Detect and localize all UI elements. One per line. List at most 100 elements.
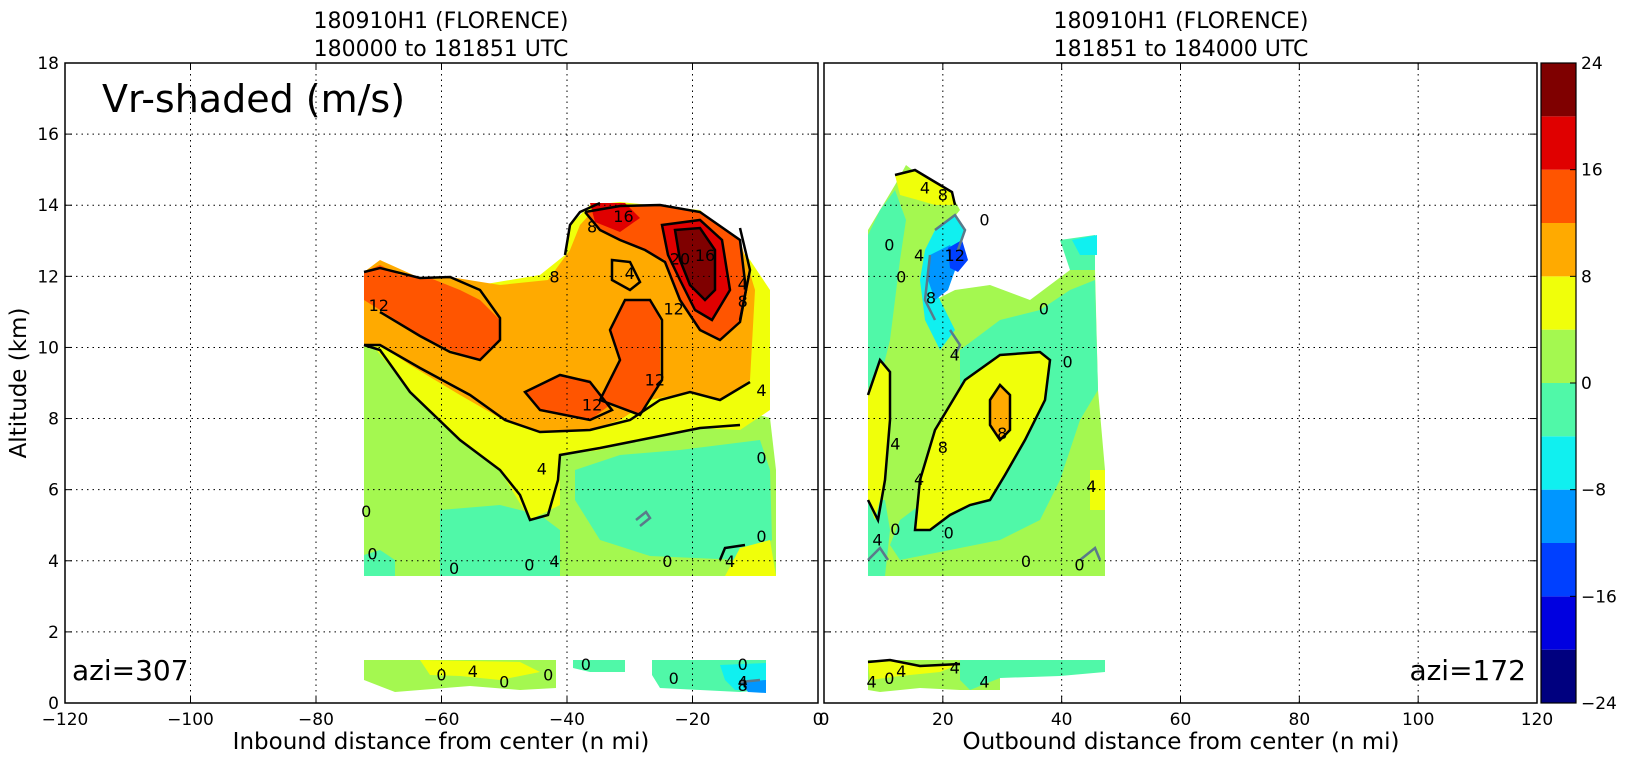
contour-label: 12 <box>663 299 683 318</box>
contour-label: 4 <box>756 381 766 400</box>
contour-label: 0 <box>449 559 459 578</box>
colorbar-swatch <box>1541 329 1576 383</box>
contour-label: 0 <box>979 210 989 229</box>
left-shaded-field <box>363 201 776 693</box>
vr-region-20-to-24 <box>675 228 715 300</box>
colorbar-tick-label: −24 <box>1581 694 1617 714</box>
contour-label: 12 <box>645 370 665 389</box>
y-tick-label: 6 <box>48 481 59 501</box>
right-title-line2: 181851 to 184000 UTC <box>1054 37 1309 62</box>
contour-label: 0 <box>669 669 679 688</box>
vr-region-4-to-8 <box>915 352 1050 530</box>
x-tick-label: −120 <box>42 710 89 730</box>
left-axis-ticks: −120 −100 −80 −60 −40 −20 0 0 2 4 6 8 10 12 14 16 18 <box>37 54 823 730</box>
contour-label: 4 <box>468 662 478 681</box>
contour-label: 0 <box>1039 299 1049 318</box>
x-tick-label: 40 <box>1051 710 1073 730</box>
contour-label: 8 <box>549 267 559 286</box>
colorbar-swatch <box>1541 63 1576 117</box>
colorbar-swatch <box>1541 383 1576 437</box>
contour-label: 0 <box>367 545 377 564</box>
left-title-line2: 180000 to 181851 UTC <box>314 37 569 62</box>
contour-label: 4 <box>738 673 748 692</box>
contour-label: 0 <box>524 555 534 574</box>
contour-label: 0 <box>361 502 371 521</box>
contour-label: 0 <box>1021 552 1031 571</box>
contour-label: 8 <box>938 438 948 457</box>
vr-low-level-strip <box>740 680 766 693</box>
y-tick-label: 14 <box>37 196 59 216</box>
vr-low-level-strip <box>420 660 540 680</box>
vr-region-4-to-8 <box>1090 470 1105 510</box>
vr-region-12-to-16 <box>600 300 660 415</box>
right-title-line1: 180910H1 (FLORENCE) <box>1053 9 1308 34</box>
left-title-line1: 180910H1 (FLORENCE) <box>313 9 568 34</box>
contour-label: 4 <box>537 459 547 478</box>
vr-low-level-strip <box>573 660 625 672</box>
contour-label: 0 <box>1063 353 1073 372</box>
x-tick-label: 0 <box>813 710 824 730</box>
left-grid <box>65 63 818 703</box>
x-tick-label: 20 <box>932 710 954 730</box>
contour-label: 0 <box>884 669 894 688</box>
colorbar: −24 −16 −8 0 8 16 24 <box>1540 54 1617 714</box>
colorbar-tick-label: 0 <box>1581 374 1592 394</box>
x-tick-label: 120 <box>1521 710 1553 730</box>
colorbar-tick-label: 8 <box>1581 267 1592 287</box>
contour-label: 4 <box>920 178 930 197</box>
y-tick-label: 16 <box>37 125 59 145</box>
vr-shaded-label: Vr-shaded (m/s) <box>102 77 405 121</box>
x-tick-label: 80 <box>1289 710 1311 730</box>
vr-region-neg4-to-0 <box>868 190 906 420</box>
y-tick-label: 0 <box>48 694 59 714</box>
contour-label: 4 <box>914 470 924 489</box>
vr-region-12-to-16 <box>525 375 610 420</box>
contour-label: 0 <box>436 666 446 685</box>
colorbar-tick-label: −16 <box>1581 587 1617 607</box>
left-azimuth-label: azi=307 <box>72 654 189 687</box>
right-shaded-field <box>868 165 1105 692</box>
contour-label: 20 <box>670 250 690 269</box>
colorbar-swatch <box>1541 223 1576 277</box>
right-contours-zero <box>867 213 1102 561</box>
vr-region-8-to-12 <box>990 385 1010 440</box>
contour-label: 4 <box>890 434 900 453</box>
colorbar-swatch <box>1541 543 1576 597</box>
x-tick-label: 60 <box>1170 710 1192 730</box>
contour-label: 8 <box>587 218 597 237</box>
y-tick-label: 10 <box>37 338 59 358</box>
left-x-axis-label: Inbound distance from center (n mi) <box>233 729 650 755</box>
vr-low-level-strip <box>960 660 1105 690</box>
colorbar-tick-label: 24 <box>1581 54 1603 74</box>
x-tick-label: −60 <box>424 710 460 730</box>
y-tick-label: 18 <box>37 54 59 74</box>
vr-region-neg4-to-0 <box>364 550 395 576</box>
contour-label: 8 <box>997 424 1007 443</box>
right-azimuth-label: azi=172 <box>1409 654 1526 687</box>
contour-label: 4 <box>549 552 559 571</box>
contour-label: 0 <box>738 655 748 674</box>
y-tick-label: 4 <box>48 552 59 572</box>
contour-label: 8 <box>926 289 936 308</box>
colorbar-swatch <box>1541 649 1576 703</box>
contour-label: 0 <box>499 673 509 692</box>
y-tick-label: 8 <box>48 410 59 430</box>
vr-region-neg16-to-neg12 <box>948 240 968 272</box>
x-tick-label: −20 <box>675 710 711 730</box>
contour-label: 4 <box>896 662 906 681</box>
contour-label: 8 <box>738 676 748 695</box>
left-contours-zero <box>635 510 761 684</box>
contour-label: 0 <box>581 655 591 674</box>
vr-region-neg4-to-0 <box>575 440 772 560</box>
right-contours <box>866 168 1052 668</box>
contour-label: 0 <box>756 527 766 546</box>
contour-label: 4 <box>979 673 989 692</box>
vr-region-4-to-8 <box>725 540 776 576</box>
right-grid <box>824 63 1537 703</box>
vr-low-level-strip <box>868 660 960 680</box>
right-x-axis-label: Outbound distance from center (n mi) <box>963 729 1400 755</box>
